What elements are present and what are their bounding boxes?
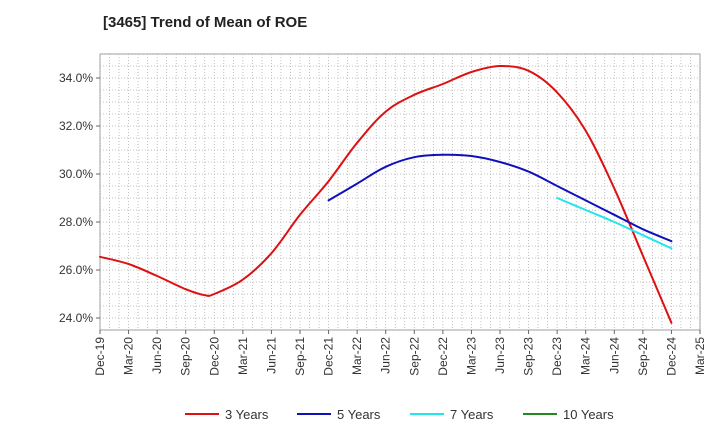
x-tick-label: Dec-24 — [664, 337, 678, 376]
legend-label-3-years: 3 Years — [225, 407, 269, 422]
series-line-7-years — [556, 197, 673, 250]
x-tick-label: Sep-21 — [293, 337, 307, 376]
x-axis: Dec-19 Mar-20 Jun-20 Sep-20 Dec-20 Mar-21 Jun-… — [93, 330, 707, 376]
x-tick-label: Mar-21 — [236, 337, 250, 375]
x-tick-label: Mar-22 — [350, 337, 364, 375]
x-tick-label: Dec-19 — [93, 337, 107, 376]
y-tick-label: 24.0% — [59, 311, 93, 325]
y-tick-label: 28.0% — [59, 215, 93, 229]
x-tick-label: Mar-23 — [464, 337, 478, 375]
x-tick-label: Dec-20 — [207, 337, 221, 376]
x-tick-label: Dec-21 — [322, 337, 336, 376]
y-tick-label: 32.0% — [59, 119, 93, 133]
x-tick-label: Jun-22 — [379, 337, 393, 374]
x-tick-label: Jun-20 — [150, 337, 164, 374]
x-tick-label: Mar-24 — [579, 337, 593, 375]
x-tick-label: Mar-20 — [122, 337, 136, 375]
x-tick-label: Dec-22 — [436, 337, 450, 376]
legend-label-10-years: 10 Years — [563, 407, 614, 422]
legend-label-5-years: 5 Years — [337, 407, 381, 422]
series-line-5-years — [327, 153, 673, 243]
x-tick-label: Sep-22 — [407, 337, 421, 376]
x-tick-label: Sep-24 — [636, 337, 650, 376]
series-line-3-years — [99, 64, 673, 324]
y-tick-label: 34.0% — [59, 71, 93, 85]
x-tick-label: Mar-25 — [693, 337, 707, 375]
x-tick-label: Jun-24 — [607, 337, 621, 374]
x-tick-label: Sep-20 — [179, 337, 193, 376]
series-lines — [99, 64, 673, 324]
x-tick-label: Jun-21 — [264, 337, 278, 374]
legend-label-7-years: 7 Years — [450, 407, 494, 422]
y-axis: 24.0% 26.0% 28.0% 30.0% 32.0% 34.0% — [59, 71, 100, 325]
chart-title: [3465] Trend of Mean of ROE — [103, 14, 308, 31]
grid — [99, 53, 701, 331]
legend: 3 Years 5 Years 7 Years 10 Years — [185, 407, 614, 422]
plot-area — [99, 53, 701, 331]
x-tick-label: Jun-23 — [493, 337, 507, 374]
x-tick-label: Dec-23 — [550, 337, 564, 376]
x-tick-label: Sep-23 — [522, 337, 536, 376]
y-tick-label: 30.0% — [59, 167, 93, 181]
y-tick-label: 26.0% — [59, 263, 93, 277]
